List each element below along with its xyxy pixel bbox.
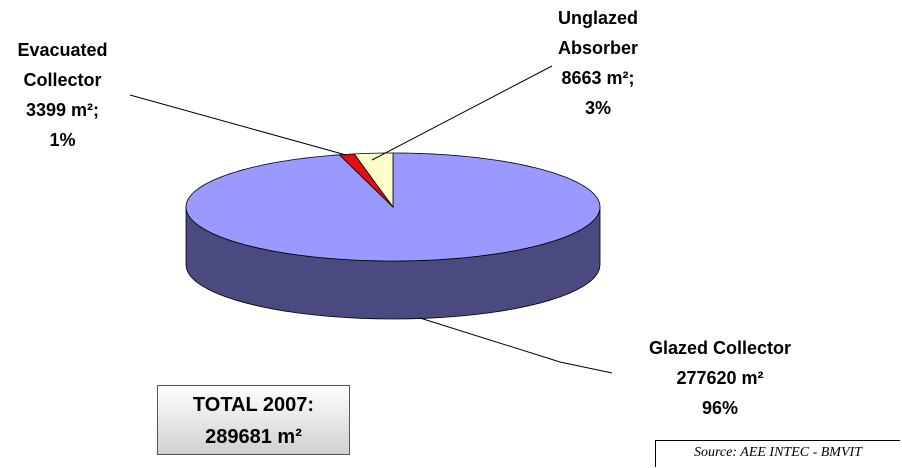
percent-label: 3% xyxy=(584,98,611,118)
total-box: TOTAL 2007: 289681 m² xyxy=(157,385,350,455)
value-label: 3399 m²; xyxy=(25,100,100,120)
total-label: TOTAL 2007: xyxy=(192,394,315,416)
percent-label: 96% xyxy=(701,398,739,418)
source-note: Source: AEE INTEC - BMVIT xyxy=(655,440,900,467)
slice-label: Evacuated Collector 3399 m²; 1% xyxy=(0,35,125,155)
slice xyxy=(353,152,394,209)
category-label: Unglazed Absorber xyxy=(557,8,638,58)
category-label: Glazed Collector xyxy=(648,338,792,358)
percent-label: 1% xyxy=(49,130,76,150)
slice-label: Glazed Collector 277620 m² 96% xyxy=(610,333,830,423)
total-value: 289681 m² xyxy=(205,426,302,448)
pie xyxy=(185,152,601,320)
value-label: 8663 m²; xyxy=(561,68,635,88)
leader-line xyxy=(129,94,347,156)
category-label: Evacuated Collector xyxy=(17,40,108,90)
leader-line xyxy=(419,317,613,374)
slice-label: Unglazed Absorber 8663 m²; 3% xyxy=(543,3,653,123)
leader-line xyxy=(371,65,553,161)
value-label: 277620 m² xyxy=(676,368,764,388)
